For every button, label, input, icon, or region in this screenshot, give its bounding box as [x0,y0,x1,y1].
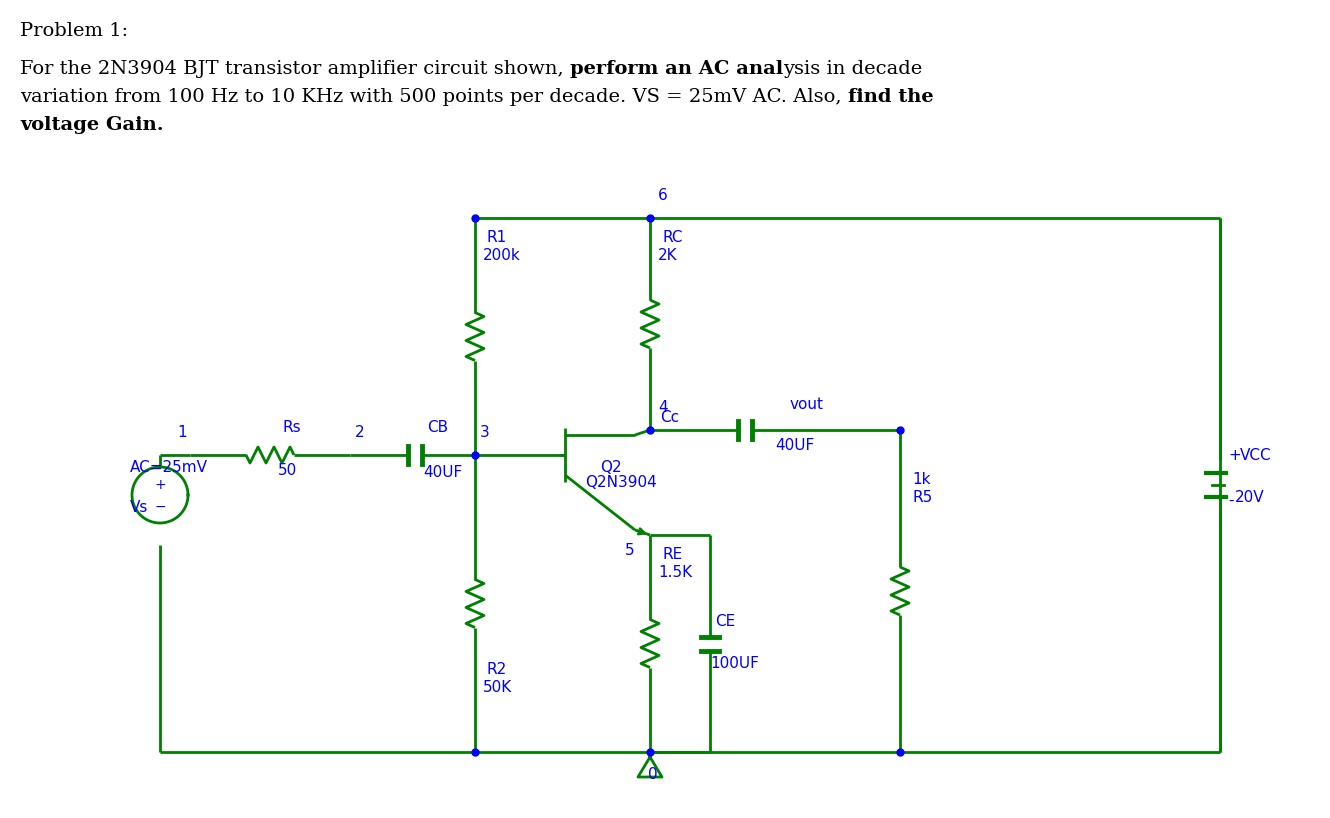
Text: VCC: VCC [1240,447,1271,462]
Text: CE: CE [716,614,735,628]
Text: 0: 0 [648,767,658,782]
Text: +: + [1228,447,1241,462]
Text: 5: 5 [625,543,634,558]
Text: 2K: 2K [658,248,677,263]
Text: RE: RE [662,547,682,562]
Text: 40UF: 40UF [423,465,463,480]
Text: 6: 6 [658,188,668,203]
Text: Cc: Cc [661,410,680,425]
Text: 50K: 50K [483,680,512,695]
Text: RC: RC [662,230,682,245]
Text: 1: 1 [177,425,186,440]
Text: R5: R5 [912,491,932,506]
Text: CB: CB [427,420,448,435]
Text: 100UF: 100UF [710,655,759,671]
Text: Q2N3904: Q2N3904 [585,475,657,490]
Text: −: − [154,500,166,514]
Text: 1.5K: 1.5K [658,565,692,580]
Text: perform an AC anal: perform an AC anal [569,60,783,78]
Text: 2: 2 [355,425,364,440]
Text: find the: find the [847,88,934,106]
Text: 50: 50 [278,463,297,478]
Text: Problem 1:: Problem 1: [20,22,128,40]
Text: -: - [1228,492,1233,507]
Text: R2: R2 [487,662,507,677]
Text: Vs: Vs [130,500,149,515]
Text: vout: vout [790,397,825,412]
Text: 40UF: 40UF [775,438,814,453]
Text: For the 2N3904 BJT transistor amplifier circuit shown,: For the 2N3904 BJT transistor amplifier … [20,60,569,78]
Text: 20V: 20V [1236,489,1265,505]
Text: +: + [154,478,166,492]
Text: AC=25mV: AC=25mV [130,460,207,475]
Text: 3: 3 [480,425,489,440]
Text: Rs: Rs [282,420,301,435]
Text: voltage Gain.: voltage Gain. [20,116,164,134]
Text: Q2: Q2 [600,460,621,475]
Text: 4: 4 [658,400,668,415]
Text: variation from 100 Hz to 10 KHz with 500 points per decade. VS = 25mV AC. Also,: variation from 100 Hz to 10 KHz with 500… [20,88,847,106]
Text: ysis in decade: ysis in decade [783,60,923,78]
Text: R1: R1 [487,230,507,245]
Text: 1k: 1k [912,473,931,488]
Text: 200k: 200k [483,248,521,263]
